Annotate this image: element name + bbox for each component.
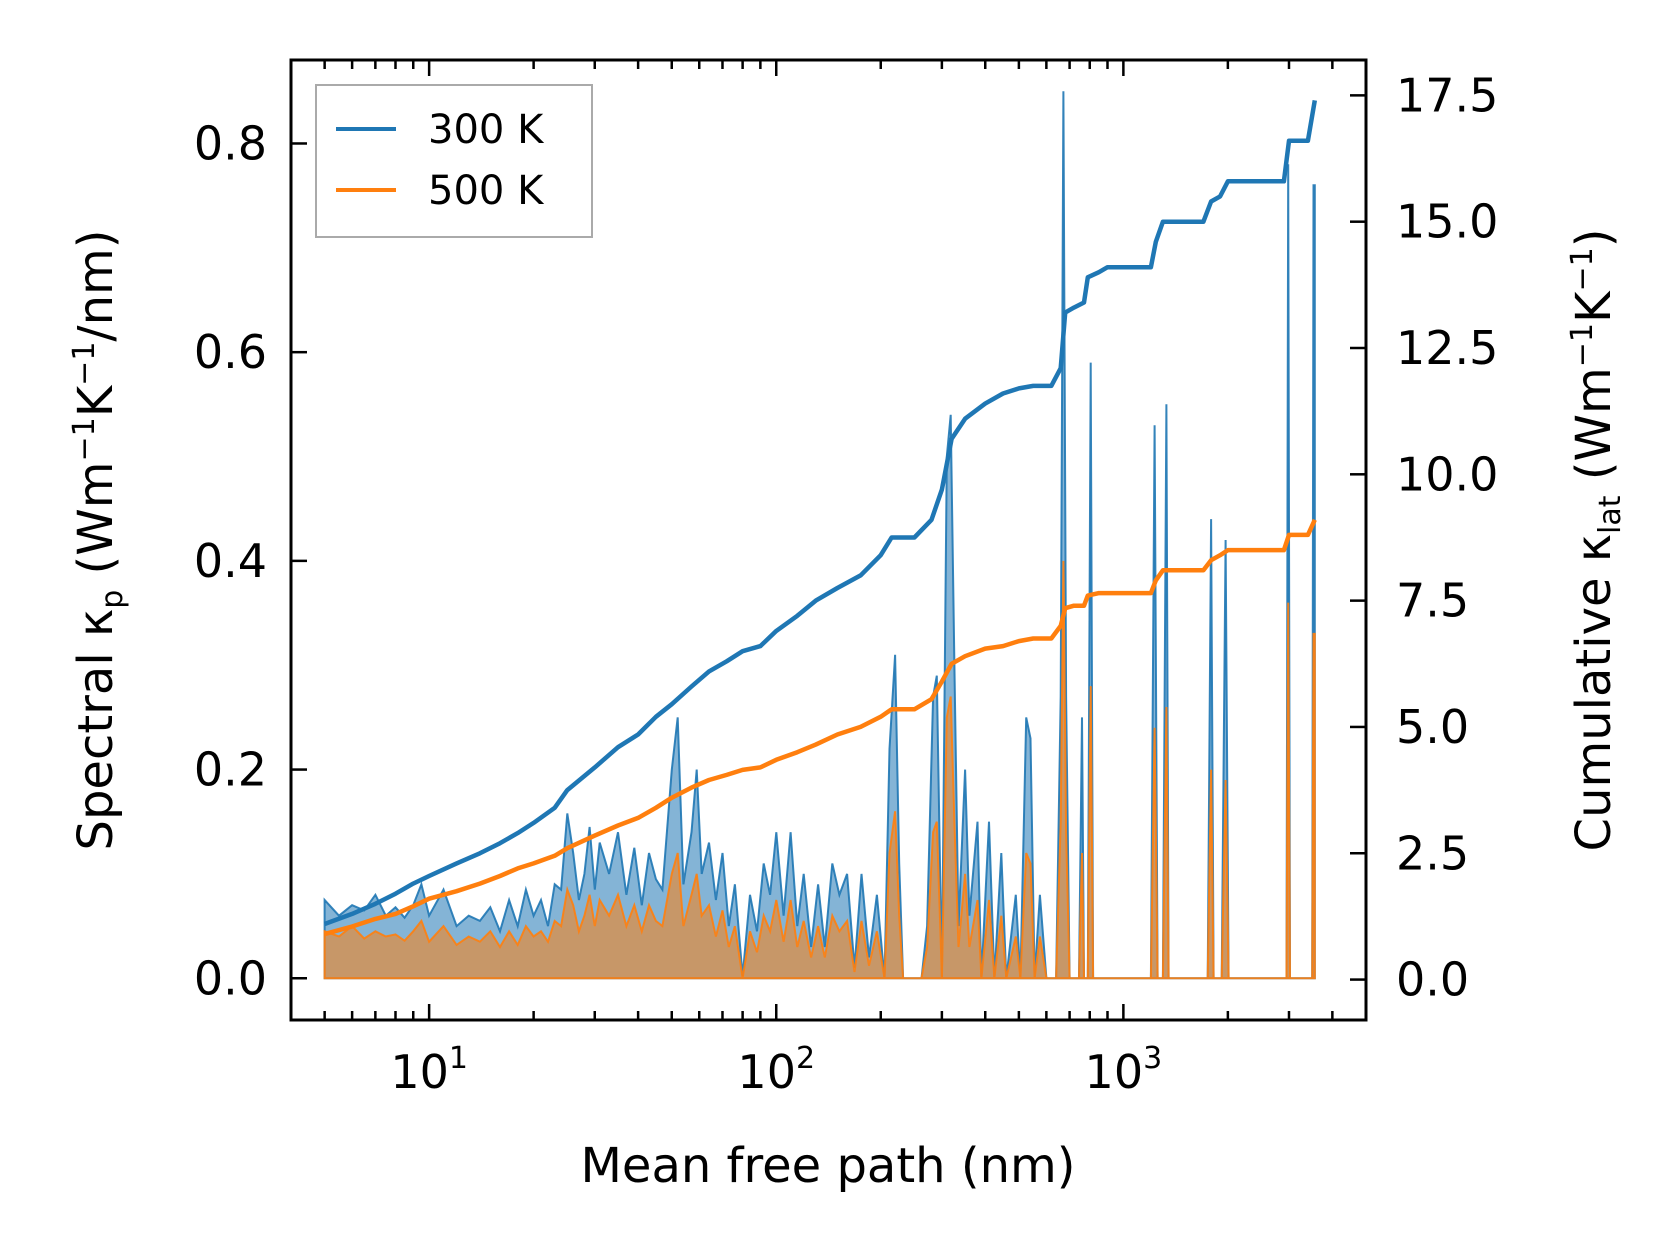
right-axis-label-subscript: lat [1593,495,1628,534]
legend-label-300k: 300 K [428,107,545,153]
right-axis-label: Cumulative κlat (Wm−1K−1) [1565,229,1628,852]
right-tick-label: 12.5 [1396,321,1498,375]
right-axis-ticks: 0.0 2.5 5.0 7.5 10.0 12.5 15.0 17.5 [1350,68,1498,1007]
left-tick-label: 0.4 [194,534,267,588]
right-axis-label-exp1: −1 [1565,323,1600,367]
left-axis-label-exp2: −1 [67,342,102,386]
right-tick-label: 0.0 [1396,953,1469,1007]
right-axis-label-unit: (Wm [1566,367,1622,495]
left-tick-label: 0.0 [194,951,267,1005]
legend-box [315,84,593,238]
x-tick-label: 102 [737,1041,815,1099]
left-tick-label: 0.2 [194,743,267,797]
cumulative-line-layer [323,100,1318,937]
right-axis-label-tail: ) [1566,229,1622,248]
left-axis-label-subscript: p [95,590,130,609]
spectral-fill-layer [323,91,1316,980]
right-axis-label-exp2: −1 [1565,247,1600,291]
left-axis-label-exp1: −1 [67,417,102,461]
plot-frame [289,58,1368,1022]
legend: 300 K 500 K [315,84,593,238]
x-axis-ticks: 101 102 103 [289,60,1368,1099]
right-tick-label: 5.0 [1396,700,1469,754]
x-axis-label: Mean free path (nm) [581,1138,1076,1194]
right-tick-label: 10.0 [1396,447,1498,501]
right-tick-label: 7.5 [1396,574,1469,628]
left-axis-label-k: K [68,384,124,417]
x-tick-label: 103 [1085,1041,1163,1099]
right-tick-label: 15.0 [1396,195,1498,249]
left-axis-ticks: 0.0 0.2 0.4 0.6 0.8 [194,116,307,1005]
left-axis-label-prefix: Spectral κ [68,609,124,851]
left-axis-label-unit: (Wm [68,462,124,590]
left-axis-label: Spectral κp (Wm−1K−1/nm) [67,230,130,851]
x-tick-label: 101 [390,1041,468,1099]
left-tick-label: 0.8 [194,116,267,170]
cumulative-line-500k [324,518,1317,937]
right-axis-label-prefix: Cumulative κ [1566,534,1622,852]
cumulative-line-300k [323,100,1318,927]
right-tick-label: 2.5 [1396,826,1469,880]
legend-label-500k: 500 K [428,168,545,214]
spectral-area-500k [323,560,1316,980]
left-tick-label: 0.6 [194,325,267,379]
right-tick-label: 17.5 [1396,68,1498,122]
right-axis-label-k: K [1566,290,1622,323]
left-axis-label-tail: /nm) [68,230,124,342]
